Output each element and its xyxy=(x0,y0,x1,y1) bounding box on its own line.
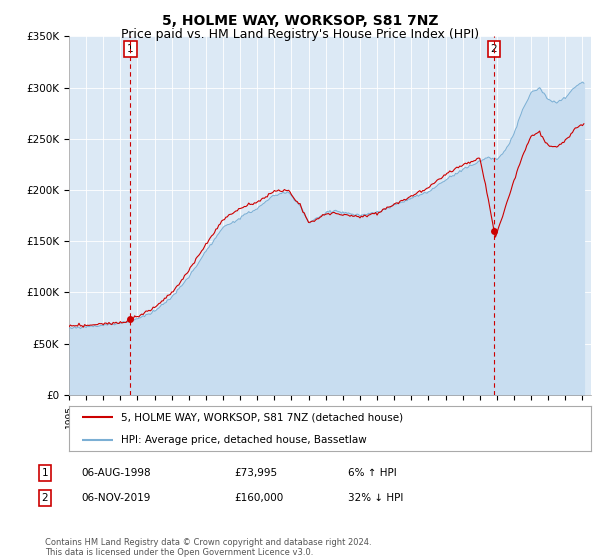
Text: Contains HM Land Registry data © Crown copyright and database right 2024.
This d: Contains HM Land Registry data © Crown c… xyxy=(45,538,371,557)
Text: 1: 1 xyxy=(127,44,134,54)
Text: £73,995: £73,995 xyxy=(234,468,277,478)
Text: 06-NOV-2019: 06-NOV-2019 xyxy=(81,493,151,503)
Text: 32% ↓ HPI: 32% ↓ HPI xyxy=(348,493,403,503)
Text: £160,000: £160,000 xyxy=(234,493,283,503)
Text: 06-AUG-1998: 06-AUG-1998 xyxy=(81,468,151,478)
Text: 2: 2 xyxy=(41,493,49,503)
Text: 1: 1 xyxy=(41,468,49,478)
Text: 5, HOLME WAY, WORKSOP, S81 7NZ: 5, HOLME WAY, WORKSOP, S81 7NZ xyxy=(162,14,438,28)
Text: HPI: Average price, detached house, Bassetlaw: HPI: Average price, detached house, Bass… xyxy=(121,435,367,445)
Text: Price paid vs. HM Land Registry's House Price Index (HPI): Price paid vs. HM Land Registry's House … xyxy=(121,28,479,41)
Text: 2: 2 xyxy=(491,44,497,54)
Text: 5, HOLME WAY, WORKSOP, S81 7NZ (detached house): 5, HOLME WAY, WORKSOP, S81 7NZ (detached… xyxy=(121,412,403,422)
Text: 6% ↑ HPI: 6% ↑ HPI xyxy=(348,468,397,478)
